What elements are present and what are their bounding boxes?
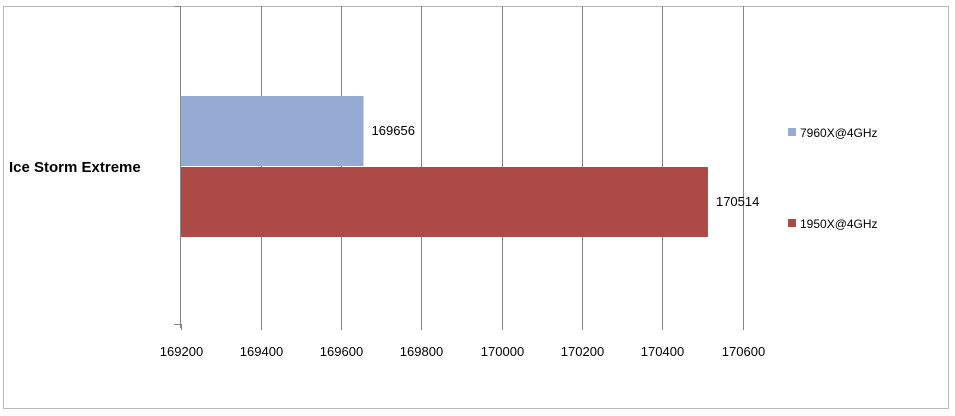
- bar: [180, 96, 364, 166]
- x-tick-label: 170400: [641, 344, 684, 359]
- legend: 7960X@4GHz 1950X@4GHz: [788, 126, 878, 231]
- category-label: Ice Storm Extreme: [9, 159, 141, 176]
- chart-border: [3, 6, 949, 409]
- x-tick-label: 170600: [722, 344, 765, 359]
- legend-swatch-7960x: [788, 128, 796, 136]
- legend-label-1950x: 1950X@4GHz: [800, 217, 878, 231]
- x-tick-label: 170200: [561, 344, 604, 359]
- data-labels: 169656 170514: [372, 123, 760, 209]
- x-tick-label: 169800: [400, 344, 443, 359]
- x-tick-label: 170000: [481, 344, 524, 359]
- x-tick-labels: 169200 169400 169600 169800 170000 170200 1704…: [160, 344, 765, 359]
- bar: [180, 167, 708, 237]
- data-label: 169656: [372, 123, 415, 138]
- x-tick-label: 169200: [160, 344, 203, 359]
- axes: [174, 6, 181, 328]
- bars: [180, 96, 708, 237]
- x-tick-label: 169400: [240, 344, 283, 359]
- data-label: 170514: [716, 194, 759, 209]
- x-tick-label: 169600: [320, 344, 363, 359]
- legend-label-7960x: 7960X@4GHz: [800, 126, 878, 140]
- gridlines: [181, 6, 744, 330]
- legend-swatch-1950x: [788, 219, 796, 227]
